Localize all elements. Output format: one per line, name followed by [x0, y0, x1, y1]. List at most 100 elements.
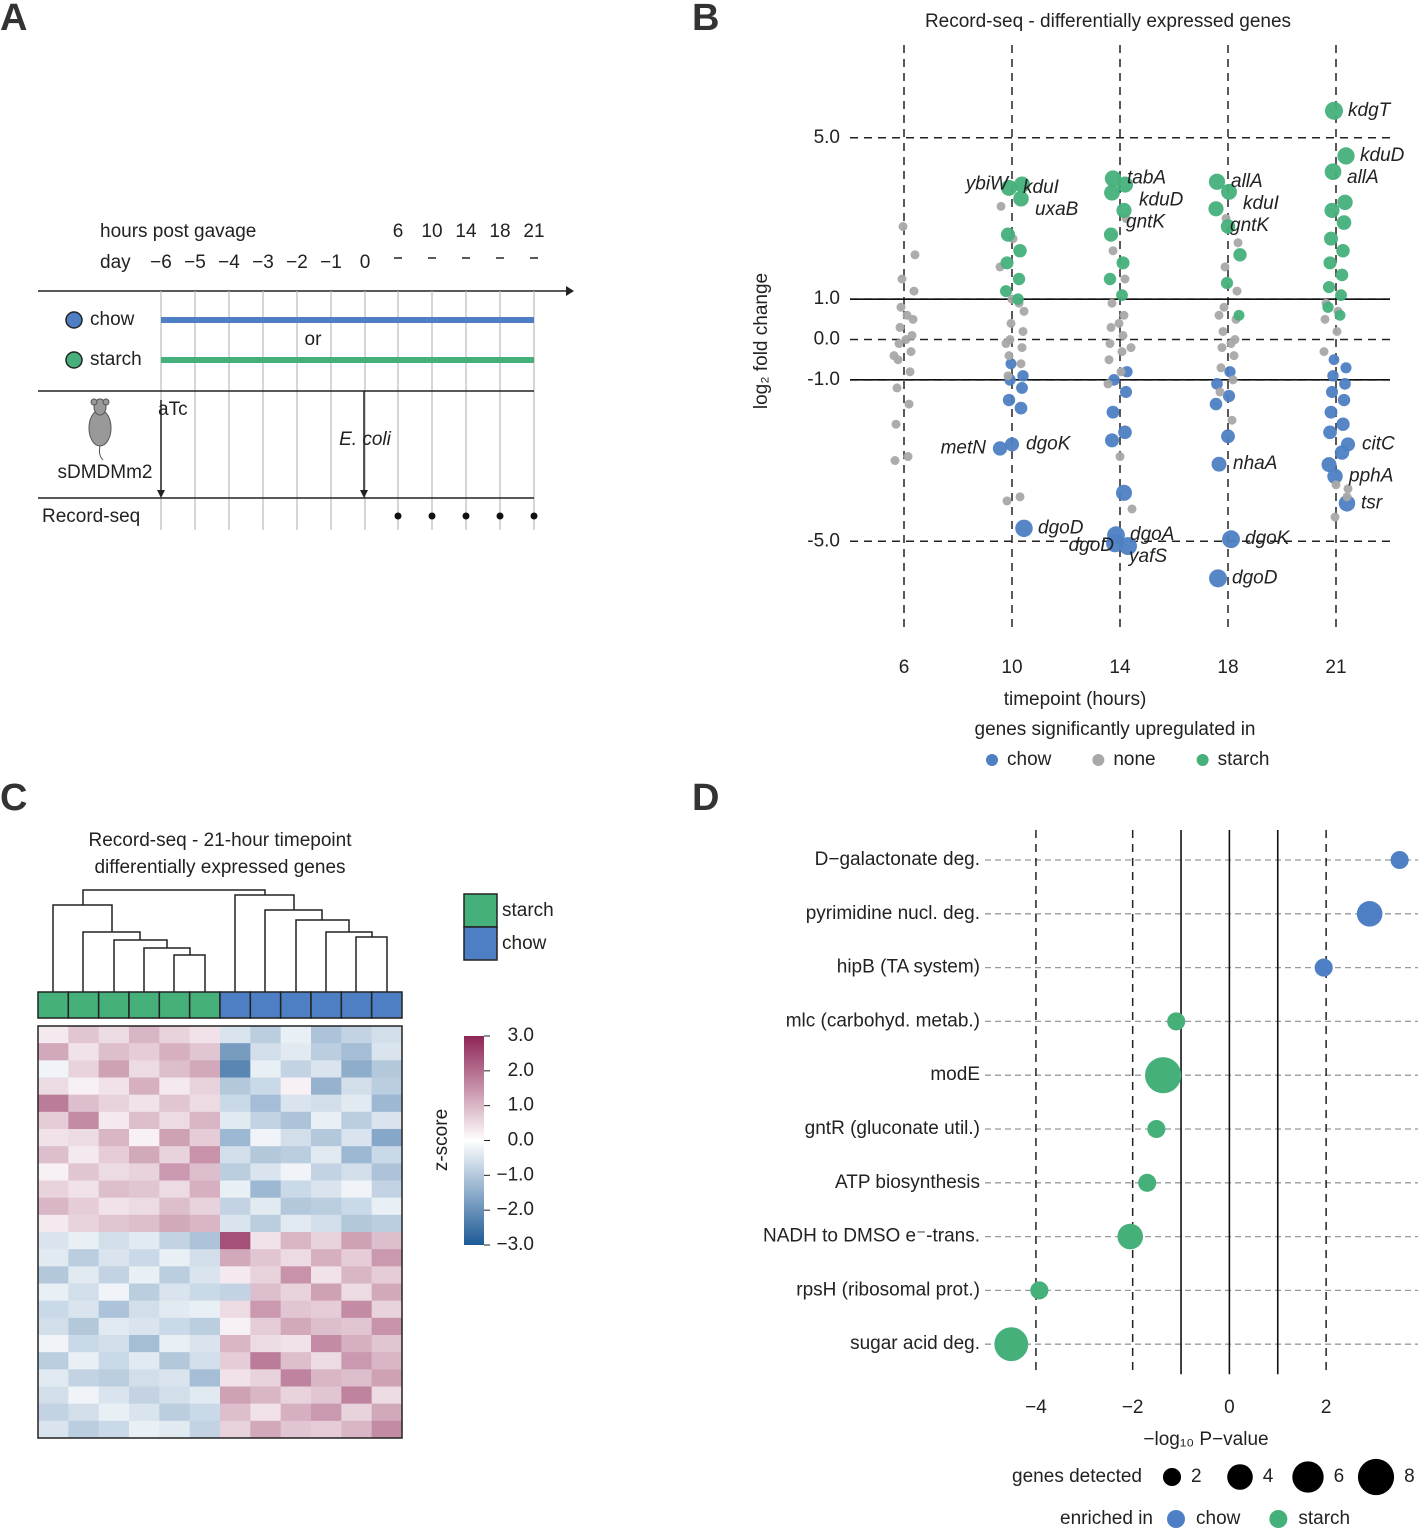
diet-marker — [65, 351, 83, 369]
heatmap-cell — [311, 1300, 342, 1319]
y-tick-label: 1.0 — [814, 288, 840, 309]
heatmap-cell — [129, 1214, 160, 1233]
sample-dot — [496, 512, 504, 520]
heatmap-cell — [311, 1369, 342, 1387]
ecoli-label: E. coli — [339, 429, 392, 450]
sample-dot — [462, 512, 470, 520]
day-tick-label: −1 — [320, 252, 342, 273]
atc-label: aTc — [158, 399, 188, 420]
diet-marker — [65, 311, 83, 329]
gene-point — [1103, 379, 1113, 389]
heatmap-cell — [159, 1163, 191, 1181]
gene-point — [1332, 326, 1342, 336]
heatmap-cell — [159, 1060, 191, 1078]
column-group — [370, 991, 403, 1019]
heatmap-cell — [341, 1129, 373, 1147]
heatmap-cell — [280, 1386, 312, 1405]
heatmap-cell — [280, 1077, 312, 1096]
gene-label: uxaB — [1035, 199, 1079, 220]
heatmap-cell — [159, 1111, 191, 1130]
heatmap-cell — [371, 1403, 403, 1422]
gene-point — [1013, 243, 1027, 258]
heatmap-cell — [311, 1317, 342, 1336]
heatmap-cell — [129, 1026, 160, 1044]
dendrogram — [52, 889, 388, 992]
heatmap-cell — [129, 1094, 160, 1113]
heatmap-cell — [38, 1420, 69, 1439]
heatmap-cell — [159, 1420, 191, 1439]
heatmap-cell — [220, 1232, 251, 1250]
heatmap-cell — [129, 1369, 160, 1387]
heatmap-cell — [341, 1420, 373, 1439]
heatmap-cell — [250, 1369, 282, 1387]
or-label: or — [305, 329, 323, 350]
x-tick-label: 21 — [1325, 657, 1346, 678]
panel-label: B — [692, 0, 719, 39]
heatmap-cell — [311, 1352, 342, 1370]
gene-point — [1319, 347, 1329, 357]
heatmap-cell — [341, 1335, 373, 1353]
heatmap-cell — [311, 1214, 342, 1233]
size-legend-label: 8 — [1404, 1466, 1415, 1487]
heatmap-cell — [341, 1232, 373, 1250]
heatmap-cell — [189, 1197, 221, 1216]
gene-label: allA — [1231, 171, 1263, 192]
heatmap-cell — [341, 1077, 373, 1096]
heatmap-cell — [371, 1369, 403, 1387]
heatmap-cell — [189, 1146, 221, 1164]
gene-point — [1209, 569, 1227, 588]
gene-point — [1233, 238, 1243, 248]
gene-point — [1222, 530, 1240, 549]
gene-point — [1116, 176, 1134, 193]
heatmap-cell — [250, 1266, 282, 1284]
y-tick-label: -1.0 — [807, 369, 840, 390]
colorbar-label: z-score — [431, 1109, 452, 1171]
heatmap-cell — [159, 1352, 191, 1370]
gene-point — [1218, 326, 1228, 336]
heatmap-cell — [38, 1111, 69, 1130]
heatmap-cell — [371, 1163, 403, 1181]
gene-point — [1336, 215, 1352, 230]
heatmap-cell — [280, 1300, 312, 1319]
gene-point — [1016, 359, 1026, 369]
gene-point — [1105, 339, 1115, 349]
gene-point — [909, 286, 919, 296]
timeline-grid — [160, 291, 535, 530]
heatmap-cell — [159, 1335, 191, 1353]
heatmap-cell — [98, 1420, 130, 1439]
gene-point — [1107, 298, 1117, 308]
heatmap-cell — [189, 1249, 221, 1267]
column-group — [188, 991, 221, 1019]
heatmap-cell — [159, 1214, 191, 1233]
gene-point — [1219, 302, 1229, 312]
heatmap-cell — [311, 1026, 342, 1044]
heatmap-cell — [280, 1335, 312, 1353]
heatmap-cell — [311, 1335, 342, 1353]
gene-point — [1003, 371, 1013, 381]
gene-point — [1320, 314, 1330, 324]
heatmap-cell — [220, 1026, 251, 1044]
heatmap-cell — [98, 1266, 130, 1284]
gene-label: kduD — [1360, 145, 1405, 166]
gene-point — [1335, 289, 1347, 302]
gene-label: kduI — [1023, 177, 1060, 198]
gene-point — [1126, 343, 1136, 353]
heatmap-cell — [38, 1317, 69, 1336]
y-tick-label: 0.0 — [814, 329, 840, 350]
gene-point — [1324, 163, 1342, 181]
heatmap-cell — [220, 1197, 251, 1216]
gene-label: ybiW — [964, 174, 1010, 195]
heatmap-cell — [98, 1283, 130, 1302]
heatmap-cell — [280, 1111, 312, 1130]
heatmap-cell — [159, 1043, 191, 1061]
bubble — [1145, 1057, 1182, 1094]
heatmap-cell — [129, 1077, 160, 1096]
heatmap-cell — [371, 1180, 403, 1199]
gene-label: gntK — [1126, 212, 1166, 233]
heatmap-cell — [341, 1214, 373, 1233]
legend-marker — [1269, 1510, 1288, 1528]
heatmap-cell — [220, 1352, 251, 1370]
gene-label: yafS — [1127, 546, 1167, 567]
gene-point — [1229, 351, 1239, 361]
heatmap-cell — [98, 1094, 130, 1113]
